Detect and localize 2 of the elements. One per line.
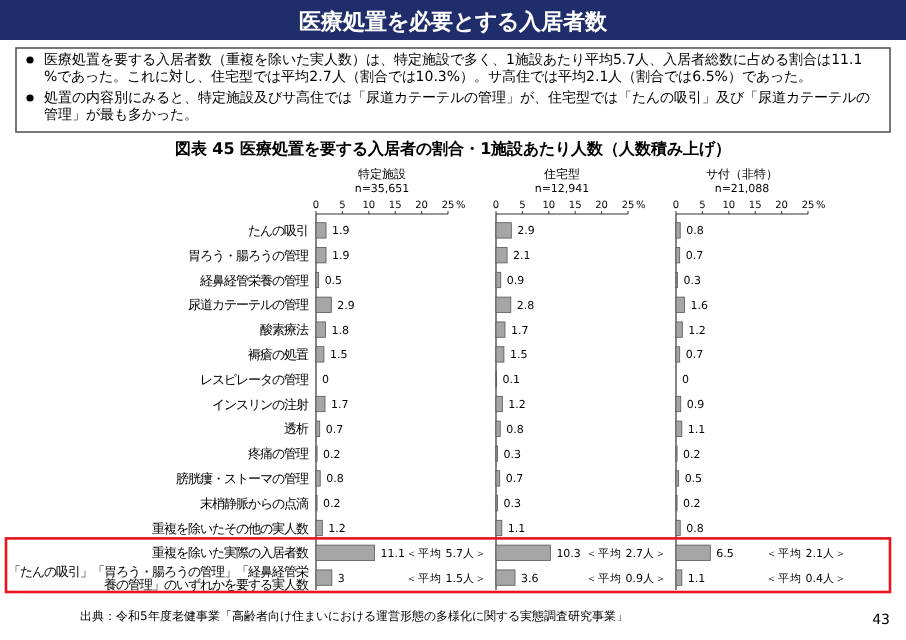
- text: 医療処置を必要とする入居者数: [299, 9, 609, 35]
- text: 図表 45 医療処置を要する入居者の割合・1施設あたり人数（人数積み上げ）: [174, 138, 732, 158]
